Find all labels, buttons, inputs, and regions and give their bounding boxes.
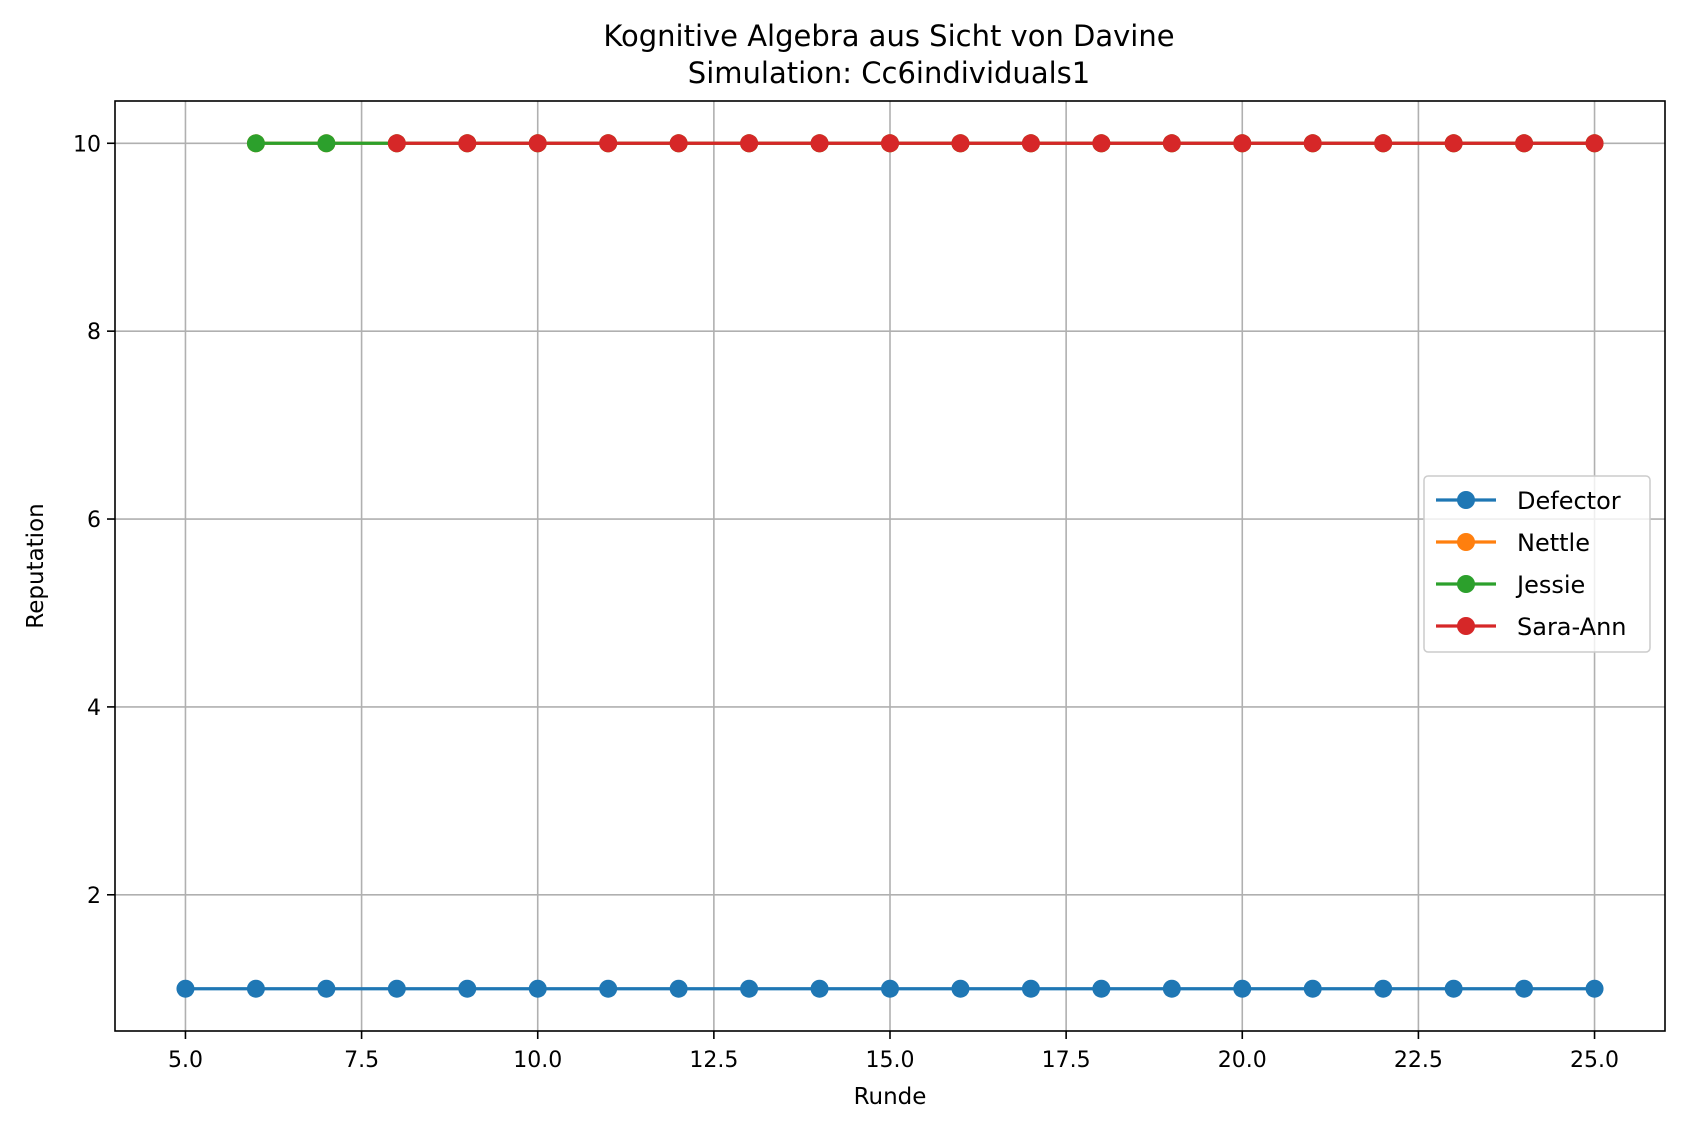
data-point-sara-ann	[1374, 134, 1393, 153]
series-defector	[176, 979, 1604, 998]
data-point-defector	[1092, 979, 1111, 998]
data-point-defector	[1444, 979, 1463, 998]
legend-item-nettle: Nettle	[1436, 529, 1590, 557]
data-point-defector	[599, 979, 618, 998]
y-axis-label: Reputation	[23, 503, 49, 628]
data-point-defector	[246, 979, 265, 998]
x-tick-label: 7.5	[344, 1048, 379, 1073]
data-point-defector	[951, 979, 970, 998]
data-point-jessie	[246, 134, 265, 153]
legend-label: Sara-Ann	[1517, 613, 1627, 641]
data-point-defector	[810, 979, 829, 998]
data-point-defector	[387, 979, 406, 998]
legend-swatch-marker	[1457, 617, 1475, 635]
data-point-defector	[317, 979, 336, 998]
data-point-defector	[1162, 979, 1181, 998]
data-point-sara-ann	[740, 134, 759, 153]
data-point-defector	[528, 979, 547, 998]
data-point-sara-ann	[387, 134, 406, 153]
y-tick-label: 4	[87, 696, 101, 721]
chart-subtitle: Simulation: Cc6individuals1	[688, 56, 1090, 90]
data-point-sara-ann	[1092, 134, 1111, 153]
x-tick-label: 12.5	[689, 1048, 738, 1073]
legend: Defector Nettle Jessie Sara-Ann	[1423, 475, 1651, 653]
data-point-jessie	[317, 134, 336, 153]
legend-swatch-marker	[1457, 575, 1475, 593]
data-point-sara-ann	[1585, 134, 1604, 153]
x-axis-label: Runde	[854, 1084, 927, 1110]
data-point-sara-ann	[810, 134, 829, 153]
data-point-defector	[1585, 979, 1604, 998]
y-tick-label: 10	[73, 132, 101, 157]
data-point-defector	[1021, 979, 1040, 998]
x-tick-label: 15.0	[866, 1048, 915, 1073]
legend-swatch-marker	[1457, 491, 1475, 509]
data-point-defector	[458, 979, 477, 998]
data-point-sara-ann	[669, 134, 688, 153]
x-tick-label: 10.0	[513, 1048, 562, 1073]
data-point-sara-ann	[1021, 134, 1040, 153]
x-tick-label: 20.0	[1218, 1048, 1267, 1073]
data-point-sara-ann	[1444, 134, 1463, 153]
data-point-defector	[176, 979, 195, 998]
legend-swatch-marker	[1457, 533, 1475, 551]
legend-box	[1423, 475, 1651, 653]
legend-label: Defector	[1517, 487, 1621, 515]
y-axis-ticks: 2 4 6 8 10	[73, 132, 115, 909]
data-point-defector	[1515, 979, 1534, 998]
plot-series	[176, 134, 1604, 998]
legend-label: Jessie	[1515, 571, 1585, 599]
data-point-sara-ann	[458, 134, 477, 153]
data-point-defector	[1233, 979, 1252, 998]
data-point-defector	[740, 979, 759, 998]
data-point-sara-ann	[1233, 134, 1252, 153]
data-point-sara-ann	[951, 134, 970, 153]
y-tick-label: 2	[87, 884, 101, 909]
data-point-defector	[881, 979, 899, 998]
legend-item-defector: Defector	[1436, 487, 1621, 515]
data-point-sara-ann	[599, 134, 618, 153]
data-point-sara-ann	[881, 134, 899, 153]
data-point-defector	[1374, 979, 1393, 998]
x-tick-label: 22.5	[1394, 1048, 1443, 1073]
x-tick-label: 17.5	[1042, 1048, 1091, 1073]
y-tick-label: 8	[87, 320, 101, 345]
data-point-sara-ann	[1515, 134, 1534, 153]
legend-item-sara-ann: Sara-Ann	[1436, 613, 1627, 641]
x-axis-ticks: 5.0 7.5 10.0 12.5 15.0 17.5 20.0 22.5 25.0	[168, 1031, 1619, 1073]
data-point-sara-ann	[1162, 134, 1181, 153]
series-sara-ann	[387, 134, 1604, 153]
chart-title: Kognitive Algebra aus Sicht von Davine	[603, 19, 1174, 53]
data-point-defector	[669, 979, 688, 998]
data-point-sara-ann	[528, 134, 547, 153]
data-point-defector	[1303, 979, 1322, 998]
legend-item-jessie: Jessie	[1436, 571, 1585, 599]
x-tick-label: 5.0	[168, 1048, 203, 1073]
x-tick-label: 25.0	[1570, 1048, 1619, 1073]
data-point-sara-ann	[1303, 134, 1322, 153]
legend-label: Nettle	[1517, 529, 1590, 557]
y-tick-label: 6	[87, 508, 101, 533]
